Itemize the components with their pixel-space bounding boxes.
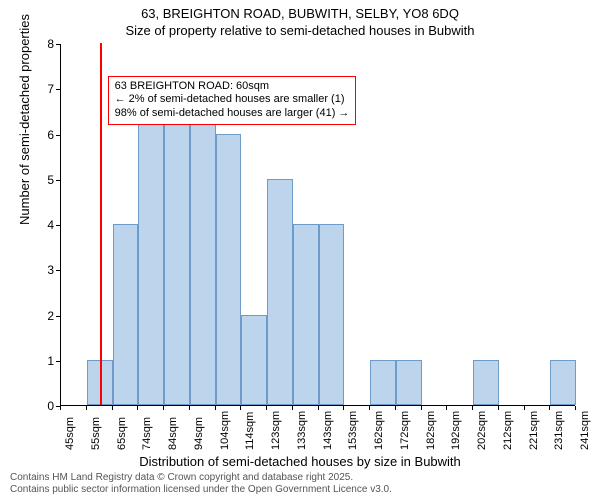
chart-title: 63, BREIGHTON ROAD, BUBWITH, SELBY, YO8 …	[0, 6, 600, 21]
y-tick-label: 2	[40, 309, 54, 323]
x-tick-label: 212sqm	[502, 411, 514, 450]
x-tick-mark	[395, 406, 396, 410]
x-tick-mark	[343, 406, 344, 410]
x-tick-mark	[446, 406, 447, 410]
histogram-bar	[319, 224, 345, 405]
y-tick-mark	[56, 270, 60, 271]
histogram-bar	[190, 88, 216, 405]
x-tick-label: 153sqm	[347, 411, 359, 450]
x-tick-label: 55sqm	[90, 417, 102, 450]
x-tick-label: 192sqm	[450, 411, 462, 450]
x-tick-mark	[575, 406, 576, 410]
x-tick-mark	[369, 406, 370, 410]
x-tick-label: 241sqm	[579, 411, 591, 450]
x-tick-label: 65sqm	[116, 417, 128, 450]
x-tick-mark	[189, 406, 190, 410]
y-tick-label: 4	[40, 218, 54, 232]
x-tick-mark	[163, 406, 164, 410]
y-tick-mark	[56, 135, 60, 136]
x-tick-label: 84sqm	[167, 417, 179, 450]
x-tick-mark	[240, 406, 241, 410]
histogram-bar	[241, 315, 267, 406]
y-tick-label: 6	[40, 128, 54, 142]
x-tick-label: 162sqm	[373, 411, 385, 450]
x-axis-label: Distribution of semi-detached houses by …	[0, 454, 600, 469]
x-tick-label: 221sqm	[528, 411, 540, 450]
chart-subtitle: Size of property relative to semi-detach…	[0, 23, 600, 38]
annotation-box: 63 BREIGHTON ROAD: 60sqm← 2% of semi-det…	[108, 76, 357, 125]
histogram-bar	[216, 134, 242, 406]
x-tick-label: 182sqm	[425, 411, 437, 450]
x-tick-mark	[86, 406, 87, 410]
x-tick-mark	[137, 406, 138, 410]
y-tick-mark	[56, 89, 60, 90]
y-tick-mark	[56, 180, 60, 181]
chart-footer: Contains HM Land Registry data © Crown c…	[10, 472, 392, 496]
y-tick-label: 5	[40, 173, 54, 187]
y-tick-label: 1	[40, 354, 54, 368]
x-tick-mark	[215, 406, 216, 410]
y-axis-label: Number of semi-detached properties	[17, 14, 32, 225]
histogram-bar	[370, 360, 396, 405]
x-tick-mark	[266, 406, 267, 410]
y-tick-label: 8	[40, 37, 54, 51]
annotation-line: 63 BREIGHTON ROAD: 60sqm	[115, 80, 350, 94]
y-tick-mark	[56, 361, 60, 362]
chart-container: 63, BREIGHTON ROAD, BUBWITH, SELBY, YO8 …	[0, 0, 600, 500]
histogram-bar	[267, 179, 293, 405]
x-tick-label: 45sqm	[64, 417, 76, 450]
footer-line2: Contains public sector information licen…	[10, 484, 392, 496]
histogram-bar	[473, 360, 499, 405]
x-tick-label: 114sqm	[244, 412, 256, 450]
x-tick-mark	[318, 406, 319, 410]
y-tick-mark	[56, 225, 60, 226]
x-tick-label: 104sqm	[219, 411, 231, 450]
y-tick-label: 7	[40, 82, 54, 96]
x-tick-mark	[292, 406, 293, 410]
annotation-line: 98% of semi-detached houses are larger (…	[115, 107, 350, 121]
highlight-line	[100, 43, 102, 405]
annotation-line: ← 2% of semi-detached houses are smaller…	[115, 93, 350, 107]
y-tick-label: 0	[40, 399, 54, 413]
histogram-bar	[113, 224, 139, 405]
x-tick-mark	[549, 406, 550, 410]
footer-line1: Contains HM Land Registry data © Crown c…	[10, 472, 392, 484]
histogram-bar	[138, 88, 164, 405]
histogram-bar	[396, 360, 422, 405]
x-tick-mark	[524, 406, 525, 410]
y-tick-mark	[56, 44, 60, 45]
x-tick-label: 74sqm	[141, 417, 153, 450]
x-tick-label: 94sqm	[193, 417, 205, 450]
x-tick-label: 231sqm	[553, 411, 565, 450]
x-tick-label: 133sqm	[296, 411, 308, 450]
y-tick-label: 3	[40, 263, 54, 277]
histogram-bar	[164, 88, 190, 405]
x-tick-mark	[498, 406, 499, 410]
x-tick-label: 143sqm	[322, 411, 334, 450]
y-tick-mark	[56, 316, 60, 317]
x-tick-mark	[112, 406, 113, 410]
x-tick-mark	[60, 406, 61, 410]
histogram-bar	[550, 360, 576, 405]
histogram-bar	[293, 224, 319, 405]
plot-area: 63 BREIGHTON ROAD: 60sqm← 2% of semi-det…	[60, 44, 575, 406]
x-tick-label: 172sqm	[399, 411, 411, 450]
x-tick-mark	[421, 406, 422, 410]
x-tick-label: 123sqm	[270, 411, 282, 450]
x-tick-label: 202sqm	[476, 411, 488, 450]
x-tick-mark	[472, 406, 473, 410]
